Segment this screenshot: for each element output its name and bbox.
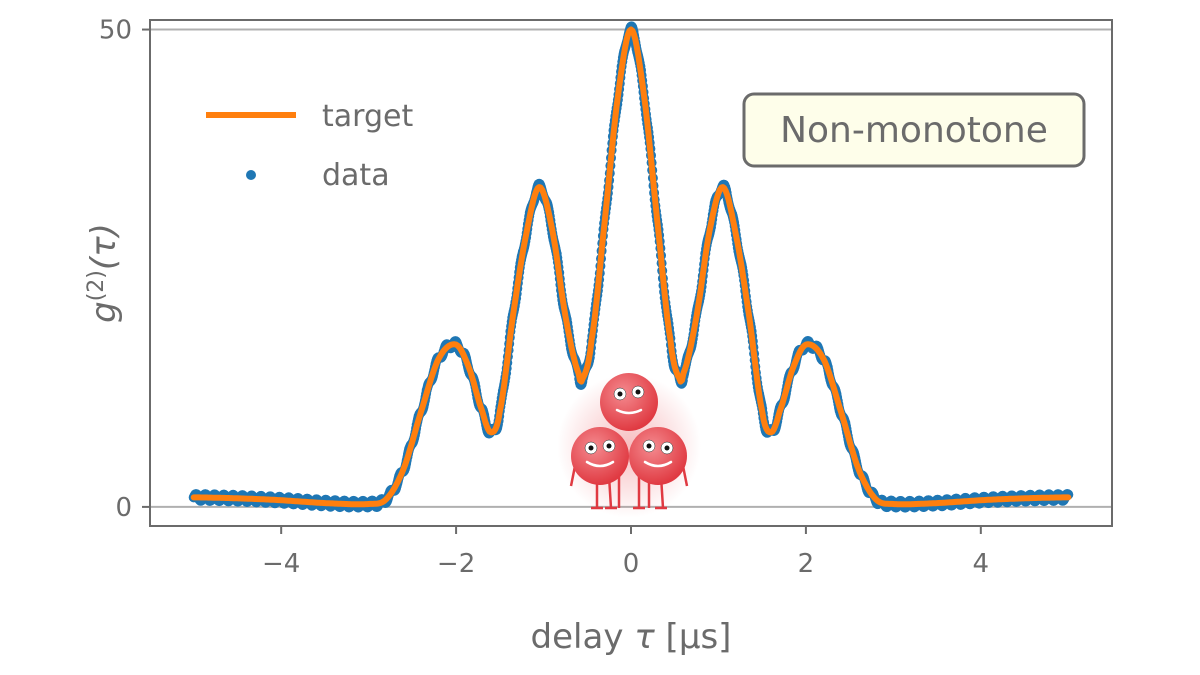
x-tick-label: 0 — [623, 549, 640, 579]
legend-data-label: data — [322, 158, 390, 193]
y-tick-label: 50 — [99, 16, 132, 46]
target-line-layer — [190, 26, 1072, 508]
target-line — [190, 26, 1072, 508]
y-axis-label: g(2)(τ) — [84, 223, 124, 323]
x-tick-label: −4 — [262, 549, 300, 579]
annotation-box: Non-monotone — [742, 92, 1086, 168]
axis-ticks: 0 50 −4 −2 0 2 4 — [99, 16, 989, 579]
x-tick-label: −2 — [437, 549, 475, 579]
x-tick-label: 2 — [798, 549, 815, 579]
legend-target-label: target — [322, 99, 413, 134]
mascot-icon — [557, 373, 701, 518]
x-tick-label: 4 — [973, 549, 990, 579]
x-axis-label: delay τ [μs] — [531, 617, 732, 657]
y-tick-label: 0 — [115, 493, 132, 523]
annotation-label: Non-monotone — [780, 110, 1048, 151]
legend: target data — [206, 99, 413, 193]
legend-data-swatch — [246, 170, 256, 180]
